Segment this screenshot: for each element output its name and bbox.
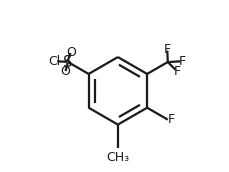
Text: F: F	[173, 65, 180, 78]
Text: F: F	[178, 55, 185, 68]
Text: CH₃: CH₃	[106, 151, 129, 164]
Text: Cl: Cl	[48, 55, 60, 68]
Text: O: O	[66, 46, 76, 59]
Text: F: F	[163, 42, 170, 56]
Text: S: S	[63, 55, 72, 69]
Text: F: F	[167, 113, 174, 126]
Text: O: O	[60, 65, 70, 78]
